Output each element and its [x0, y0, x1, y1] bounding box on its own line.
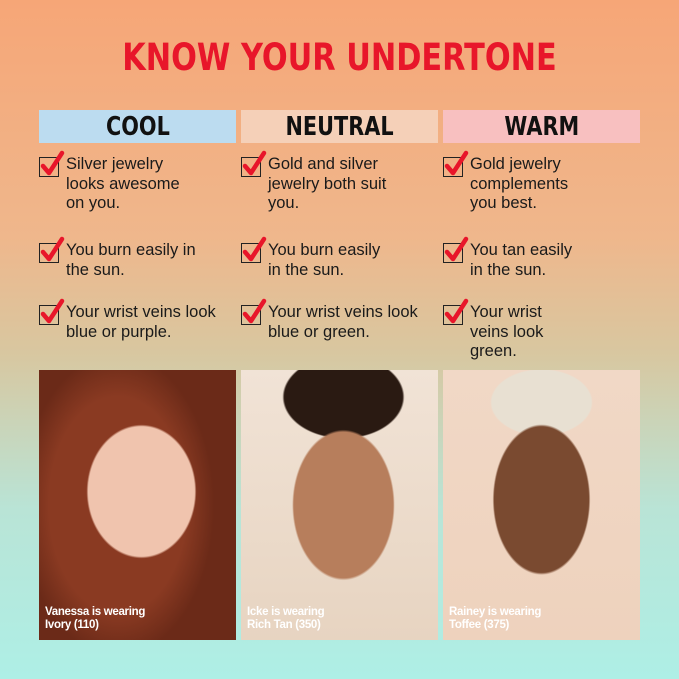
checkbox-checked-icon: [241, 236, 267, 263]
photo-caption: Vanessa is wearing Ivory (110): [45, 606, 146, 631]
model-photo-cool: Vanessa is wearing Ivory (110): [39, 370, 236, 640]
item-text: Silver jewelry looks awesome on you.: [66, 155, 180, 212]
checkbox-checked-icon: [39, 298, 65, 325]
checklist-item: Your wrist veins look green.: [443, 298, 580, 362]
checklist-item: You tan easily in the sun.: [443, 236, 585, 280]
item-text: You burn easily in the sun.: [66, 241, 196, 279]
checkbox-checked-icon: [443, 236, 469, 263]
checkbox-checked-icon: [443, 150, 469, 177]
model-photo-neutral: Icke is wearing Rich Tan (350): [241, 370, 438, 640]
checklist-item: Gold and silver jewelry both suit you.: [241, 150, 393, 214]
checkbox-checked-icon: [241, 298, 267, 325]
item-text: Gold jewelry complements you best.: [470, 155, 569, 212]
photo-caption: Rainey is wearing Toffee (375): [449, 606, 542, 631]
checklist-item: Gold jewelry complements you best.: [443, 150, 590, 214]
column-warm: WARM Gold jewelry complements you best. …: [443, 110, 640, 360]
item-text: Your wrist veins look blue or purple.: [66, 303, 216, 341]
item-text: Your wrist veins look blue or green.: [268, 303, 418, 341]
item-text: You tan easily in the sun.: [470, 241, 573, 279]
header-neutral: NEUTRAL: [241, 110, 438, 143]
column-neutral: NEUTRAL Gold and silver jewelry both sui…: [241, 110, 438, 341]
item-text: Your wrist veins look green.: [470, 303, 544, 360]
checkbox-checked-icon: [39, 236, 65, 263]
model-photo-warm: Rainey is wearing Toffee (375): [443, 370, 640, 640]
checklist-item: You burn easily in the sun.: [39, 236, 201, 280]
checklist-item: Your wrist veins look blue or green.: [241, 298, 428, 342]
header-cool: COOL: [39, 110, 236, 143]
item-text: You burn easily in the sun.: [268, 241, 381, 279]
checklist-item: You burn easily in the sun.: [241, 236, 393, 280]
column-cool: COOL Silver jewelry looks awesome on you…: [39, 110, 236, 341]
header-warm: WARM: [443, 110, 640, 143]
photo-caption: Icke is wearing Rich Tan (350): [247, 606, 325, 631]
checkbox-checked-icon: [241, 150, 267, 177]
checklist-item: Your wrist veins look blue or purple.: [39, 298, 226, 342]
checkbox-checked-icon: [39, 150, 65, 177]
item-text: Gold and silver jewelry both suit you.: [268, 155, 387, 212]
checkbox-checked-icon: [443, 298, 469, 325]
checklist-item: Silver jewelry looks awesome on you.: [39, 150, 196, 214]
page-title: KNOW YOUR UNDERTONE: [122, 36, 557, 79]
